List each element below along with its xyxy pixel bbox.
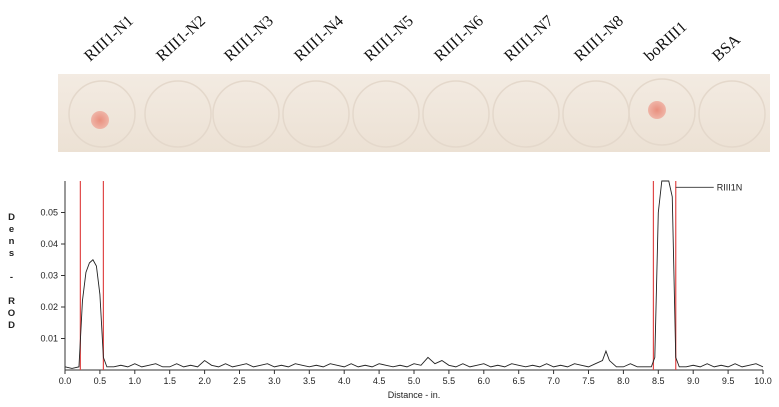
x-tick-label: 5.0 bbox=[408, 376, 421, 386]
x-tick-label: 7.0 bbox=[547, 376, 560, 386]
y-tick-label: 0.05 bbox=[40, 208, 58, 218]
x-tick-label: 1.5 bbox=[163, 376, 176, 386]
lane-label: RIII1-N5 bbox=[361, 12, 417, 64]
x-tick-label: 10.0 bbox=[754, 376, 772, 386]
lane-label: RIII1-N7 bbox=[501, 12, 557, 64]
blot-spot bbox=[91, 111, 109, 129]
x-tick-label: 1.0 bbox=[129, 376, 142, 386]
x-tick-label: 9.5 bbox=[722, 376, 735, 386]
x-tick-label: 2.5 bbox=[233, 376, 246, 386]
x-tick-label: 3.0 bbox=[268, 376, 281, 386]
x-tick-label: 4.5 bbox=[373, 376, 386, 386]
trace bbox=[64, 180, 764, 369]
lane-label: BSA bbox=[709, 31, 744, 65]
lane-label: RIII1-N2 bbox=[153, 12, 209, 64]
lane-label: RIII1-N6 bbox=[431, 12, 487, 64]
x-tick-label: 7.5 bbox=[582, 376, 595, 386]
x-tick-label: 8.5 bbox=[652, 376, 665, 386]
blot-wells bbox=[68, 78, 766, 148]
lane-label: RIII1-N4 bbox=[291, 12, 347, 64]
x-tick-label: 4.0 bbox=[338, 376, 351, 386]
lane-label: RIII1-N3 bbox=[221, 12, 277, 64]
x-tick-label: 3.5 bbox=[303, 376, 316, 386]
x-tick-label: 0.0 bbox=[59, 376, 72, 386]
x-tick-label: 2.0 bbox=[198, 376, 211, 386]
lane-label: boRIII1 bbox=[641, 18, 690, 65]
x-tick-label: 9.0 bbox=[687, 376, 700, 386]
x-tick-label: 8.0 bbox=[617, 376, 630, 386]
y-tick-label: 0.04 bbox=[40, 239, 58, 249]
annotation: RIII1N bbox=[717, 182, 743, 192]
lane-label: RIII1-N8 bbox=[571, 12, 627, 64]
lane-label: RIII1-N1 bbox=[81, 12, 137, 64]
x-tick-label: 6.0 bbox=[478, 376, 491, 386]
y-tick-label: 0.02 bbox=[40, 302, 58, 312]
x-tick-label: 0.5 bbox=[94, 376, 107, 386]
y-tick-label: 0.01 bbox=[40, 334, 58, 344]
y-axis-label: Dens - ROD bbox=[6, 212, 17, 332]
x-axis-label: Distance - in. bbox=[388, 390, 441, 400]
x-tick-label: 5.5 bbox=[443, 376, 456, 386]
blot-spot bbox=[648, 101, 666, 119]
y-tick-label: 0.03 bbox=[40, 271, 58, 281]
x-tick-label: 6.5 bbox=[512, 376, 525, 386]
